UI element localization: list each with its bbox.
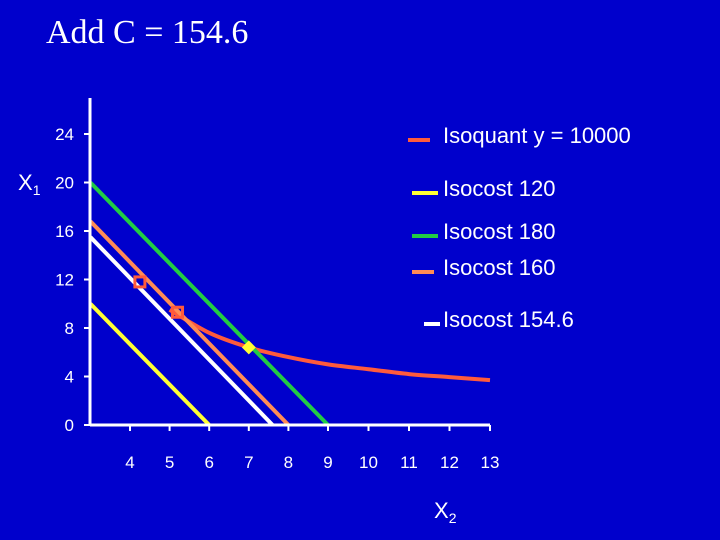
square-marker (133, 275, 147, 289)
series-line-4 (88, 235, 274, 427)
y-tick-label: 12 (55, 271, 74, 290)
x-tick-label: 13 (481, 453, 500, 472)
y-tick-label: 8 (65, 319, 74, 338)
x-tick-label: 9 (323, 453, 332, 472)
legend-label: Isocost 120 (443, 176, 556, 201)
square-marker (171, 305, 185, 319)
y-tick-label: 24 (55, 125, 74, 144)
x-tick-label: 8 (284, 453, 293, 472)
legend-label: Isocost 180 (443, 219, 556, 244)
legend-label: Isocost 160 (443, 255, 556, 280)
diamond-marker (241, 340, 256, 355)
y-axis-title: X1 (18, 170, 41, 198)
x-tick-label: 5 (165, 453, 174, 472)
x-tick-label: 6 (204, 453, 213, 472)
y-tick-label: 16 (55, 222, 74, 241)
x-tick-label: 11 (400, 453, 418, 472)
y-tick-label: 4 (65, 368, 74, 387)
legend-label: Isocost 154.6 (443, 307, 574, 332)
series-line-0 (168, 308, 491, 383)
x-tick-label: 7 (244, 453, 253, 472)
y-tick-label: 0 (65, 416, 74, 435)
series-layer (88, 181, 491, 427)
y-tick-label: 20 (55, 174, 74, 193)
legend-label: Isoquant y = 10000 (443, 123, 631, 148)
series-line-1 (88, 302, 211, 427)
series-line-3 (88, 219, 290, 427)
x-axis-title: X2 (434, 498, 457, 526)
slide-title: Add C = 154.6 (46, 14, 249, 51)
x-tick-label: 10 (359, 453, 378, 472)
axis-layer: 0 4 8 12 16 20 24 4 5 6 7 8 9 10 11 12 13 (55, 98, 499, 472)
x-tick-label: 4 (125, 453, 134, 472)
x-tick-label: 12 (440, 453, 459, 472)
legend: Isoquant y = 10000 Isocost 120 Isocost 180… (408, 123, 631, 332)
marker-layer (133, 275, 256, 355)
axis-labels: X1 X2 (18, 170, 457, 526)
series-line-2 (88, 181, 330, 427)
